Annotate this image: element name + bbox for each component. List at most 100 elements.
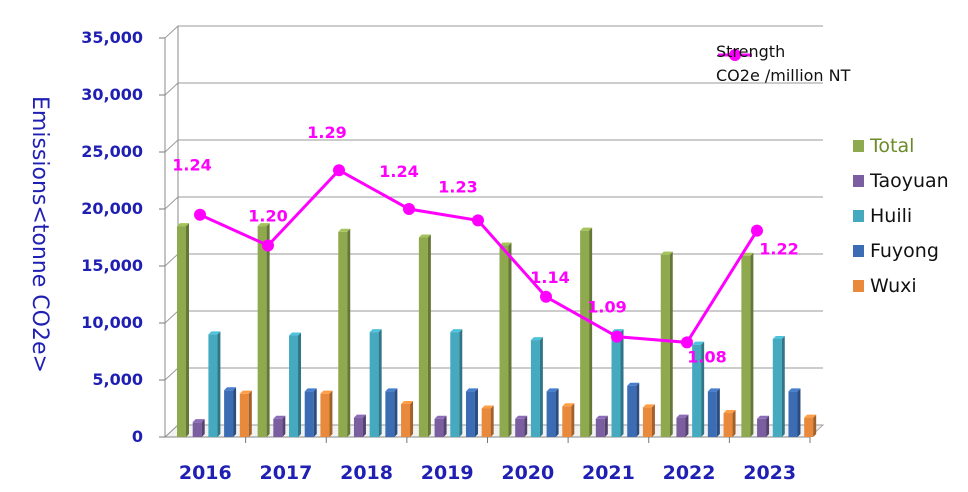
bar-top	[434, 415, 447, 419]
bar-taoyuan	[676, 417, 686, 437]
y-axis-title: Emissions<tonne CO2e>	[27, 96, 52, 373]
bar-top	[289, 332, 302, 336]
bar-side	[298, 332, 302, 437]
legend-label: Huili	[870, 204, 913, 227]
bar-top	[338, 228, 351, 232]
bar-top	[757, 415, 770, 419]
bar-huili	[369, 332, 379, 437]
strength-label: 1.29	[307, 123, 346, 142]
strength-point	[611, 330, 623, 343]
x-tick-label: 2018	[340, 462, 393, 484]
bar-top	[177, 223, 189, 227]
bar-side	[766, 415, 770, 437]
bar-wuxi	[562, 406, 572, 437]
bar-top	[515, 415, 528, 419]
bar-top	[627, 382, 640, 386]
strength-point	[540, 290, 552, 303]
bar-taoyuan	[757, 418, 767, 437]
bar-side	[347, 228, 351, 437]
strength-point	[194, 208, 206, 221]
bar-wuxi	[804, 417, 814, 437]
bar-side	[620, 329, 624, 437]
bar-side	[555, 388, 559, 437]
bar-fuyong	[465, 391, 475, 437]
bar-side	[490, 405, 494, 437]
legend-item-huili: Huili	[853, 198, 949, 233]
bar-side	[313, 388, 317, 437]
bar-top	[707, 388, 720, 392]
bar-fuyong	[304, 391, 314, 437]
bar-top	[450, 329, 463, 333]
bar-fuyong	[627, 385, 637, 437]
strength-point	[333, 164, 345, 177]
bar-top	[239, 390, 252, 394]
x-tick-label: 2020	[501, 462, 554, 484]
bar-top	[304, 388, 317, 392]
bar-side	[410, 400, 414, 437]
bar-top	[562, 403, 575, 407]
x-tick-label: 2016	[179, 462, 232, 484]
y-tick-label: 15,000	[81, 256, 143, 275]
bar-total	[257, 226, 267, 437]
bar-top	[676, 414, 689, 418]
bar-side	[394, 388, 398, 437]
legend-swatch	[853, 279, 864, 292]
x-tick-label: 2019	[421, 462, 474, 484]
legend-item-total: Total	[853, 128, 949, 163]
bar-side	[329, 390, 333, 437]
legend-strength-name: Strength	[716, 42, 786, 61]
legend-item-taoyuan: Taoyuan	[853, 163, 949, 198]
bar-huili	[772, 338, 782, 437]
bar-top	[320, 390, 333, 394]
bar-side	[443, 415, 447, 437]
bar-total	[418, 237, 428, 437]
bar-top	[692, 341, 705, 345]
legend-swatch	[853, 139, 864, 152]
bar-side	[571, 403, 575, 437]
bar-fuyong	[546, 391, 556, 437]
bar-top	[418, 234, 431, 238]
bar-side	[797, 388, 801, 437]
strength-point	[472, 214, 484, 227]
bar-side	[266, 223, 270, 437]
legend-item-fuyong: Fuyong	[853, 233, 949, 268]
bar-side	[732, 410, 736, 437]
bar-total	[177, 226, 186, 437]
y-tick-label: 5,000	[92, 370, 143, 389]
bar-top	[385, 388, 398, 392]
bar-wuxi	[401, 403, 411, 437]
bar-fuyong	[788, 391, 798, 437]
bar-huili	[692, 344, 702, 437]
bar-side	[781, 335, 785, 437]
bar-huili	[208, 334, 218, 437]
y-tick-label: 30,000	[81, 85, 143, 104]
bar-top	[723, 410, 736, 414]
legend-bars: Total Taoyuan Huili Fuyong Wuxi	[853, 128, 949, 303]
legend-swatch	[853, 174, 864, 187]
strength-label: 1.09	[587, 298, 626, 317]
bar-side	[201, 419, 205, 437]
bar-total	[741, 255, 751, 437]
bar-fuyong	[707, 391, 717, 437]
bar-top	[580, 227, 593, 231]
bar-taoyuan	[273, 418, 283, 437]
bar-side	[701, 341, 705, 437]
bar-huili	[289, 335, 299, 437]
bar-top	[257, 223, 270, 227]
bar-taoyuan	[353, 417, 363, 437]
bar-top	[499, 242, 512, 246]
legend-strength-marker	[729, 49, 741, 61]
bar-top	[465, 388, 478, 392]
bar-total	[660, 254, 670, 437]
bar-top	[224, 387, 237, 391]
bar-side	[669, 251, 673, 437]
bar-wuxi	[239, 393, 249, 437]
bar-side	[524, 415, 528, 437]
bar-total	[499, 245, 509, 437]
strength-label: 1.14	[530, 268, 569, 287]
bar-side	[474, 388, 478, 437]
bar-top	[273, 415, 286, 419]
strength-label: 1.23	[438, 177, 477, 196]
bar-total	[580, 230, 590, 437]
